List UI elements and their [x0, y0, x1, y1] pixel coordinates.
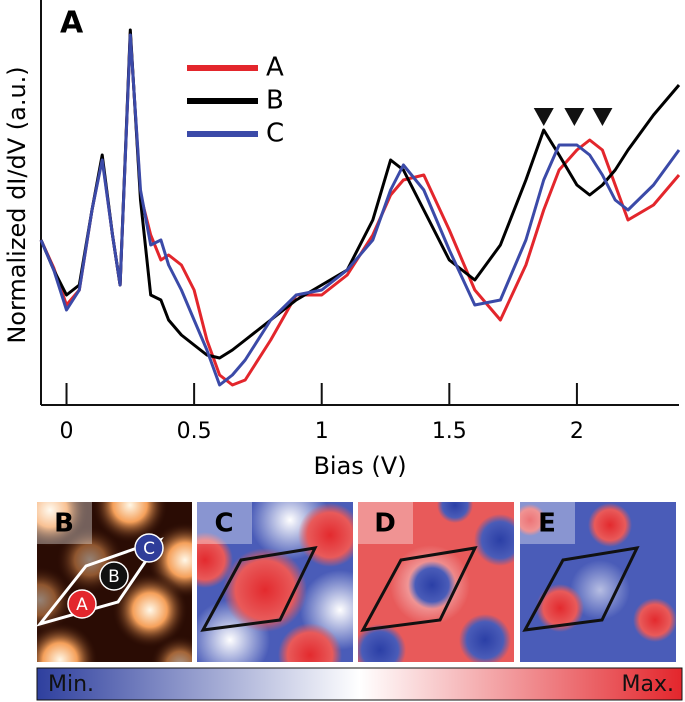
map-c — [197, 502, 353, 662]
panel-label: D — [374, 509, 396, 539]
peak-marker — [564, 108, 585, 126]
site-label: A — [76, 595, 88, 615]
x-tick-label: 2 — [570, 419, 584, 444]
x-axis-label: Bias (V) — [313, 452, 406, 480]
x-tick-label: 0.5 — [177, 419, 212, 444]
site-label: C — [143, 539, 155, 559]
map-b — [37, 502, 192, 662]
panel-label: C — [214, 509, 233, 539]
panel-label: B — [54, 509, 74, 539]
legend-label: A — [266, 53, 284, 83]
legend-label: B — [266, 86, 284, 116]
legend-label: C — [266, 119, 284, 149]
peak-marker — [533, 108, 554, 126]
panel-label: A — [60, 6, 84, 41]
x-tick-label: 0 — [60, 419, 74, 444]
x-tick-label: 1.5 — [432, 419, 467, 444]
map-d — [358, 502, 514, 662]
panel-label: E — [538, 509, 556, 539]
colorbar-max: Max. — [622, 672, 674, 697]
map-e — [520, 502, 676, 662]
colorbar — [36, 667, 683, 701]
line-series — [39, 28, 681, 360]
site-label: B — [108, 567, 120, 587]
colorbar-min: Min. — [48, 672, 94, 697]
line-series — [39, 33, 681, 387]
line-series — [39, 31, 681, 387]
peak-marker — [592, 108, 613, 126]
y-axis-label: Normalized dI/dV (a.u.) — [3, 66, 31, 343]
x-tick-label: 1 — [315, 419, 329, 444]
